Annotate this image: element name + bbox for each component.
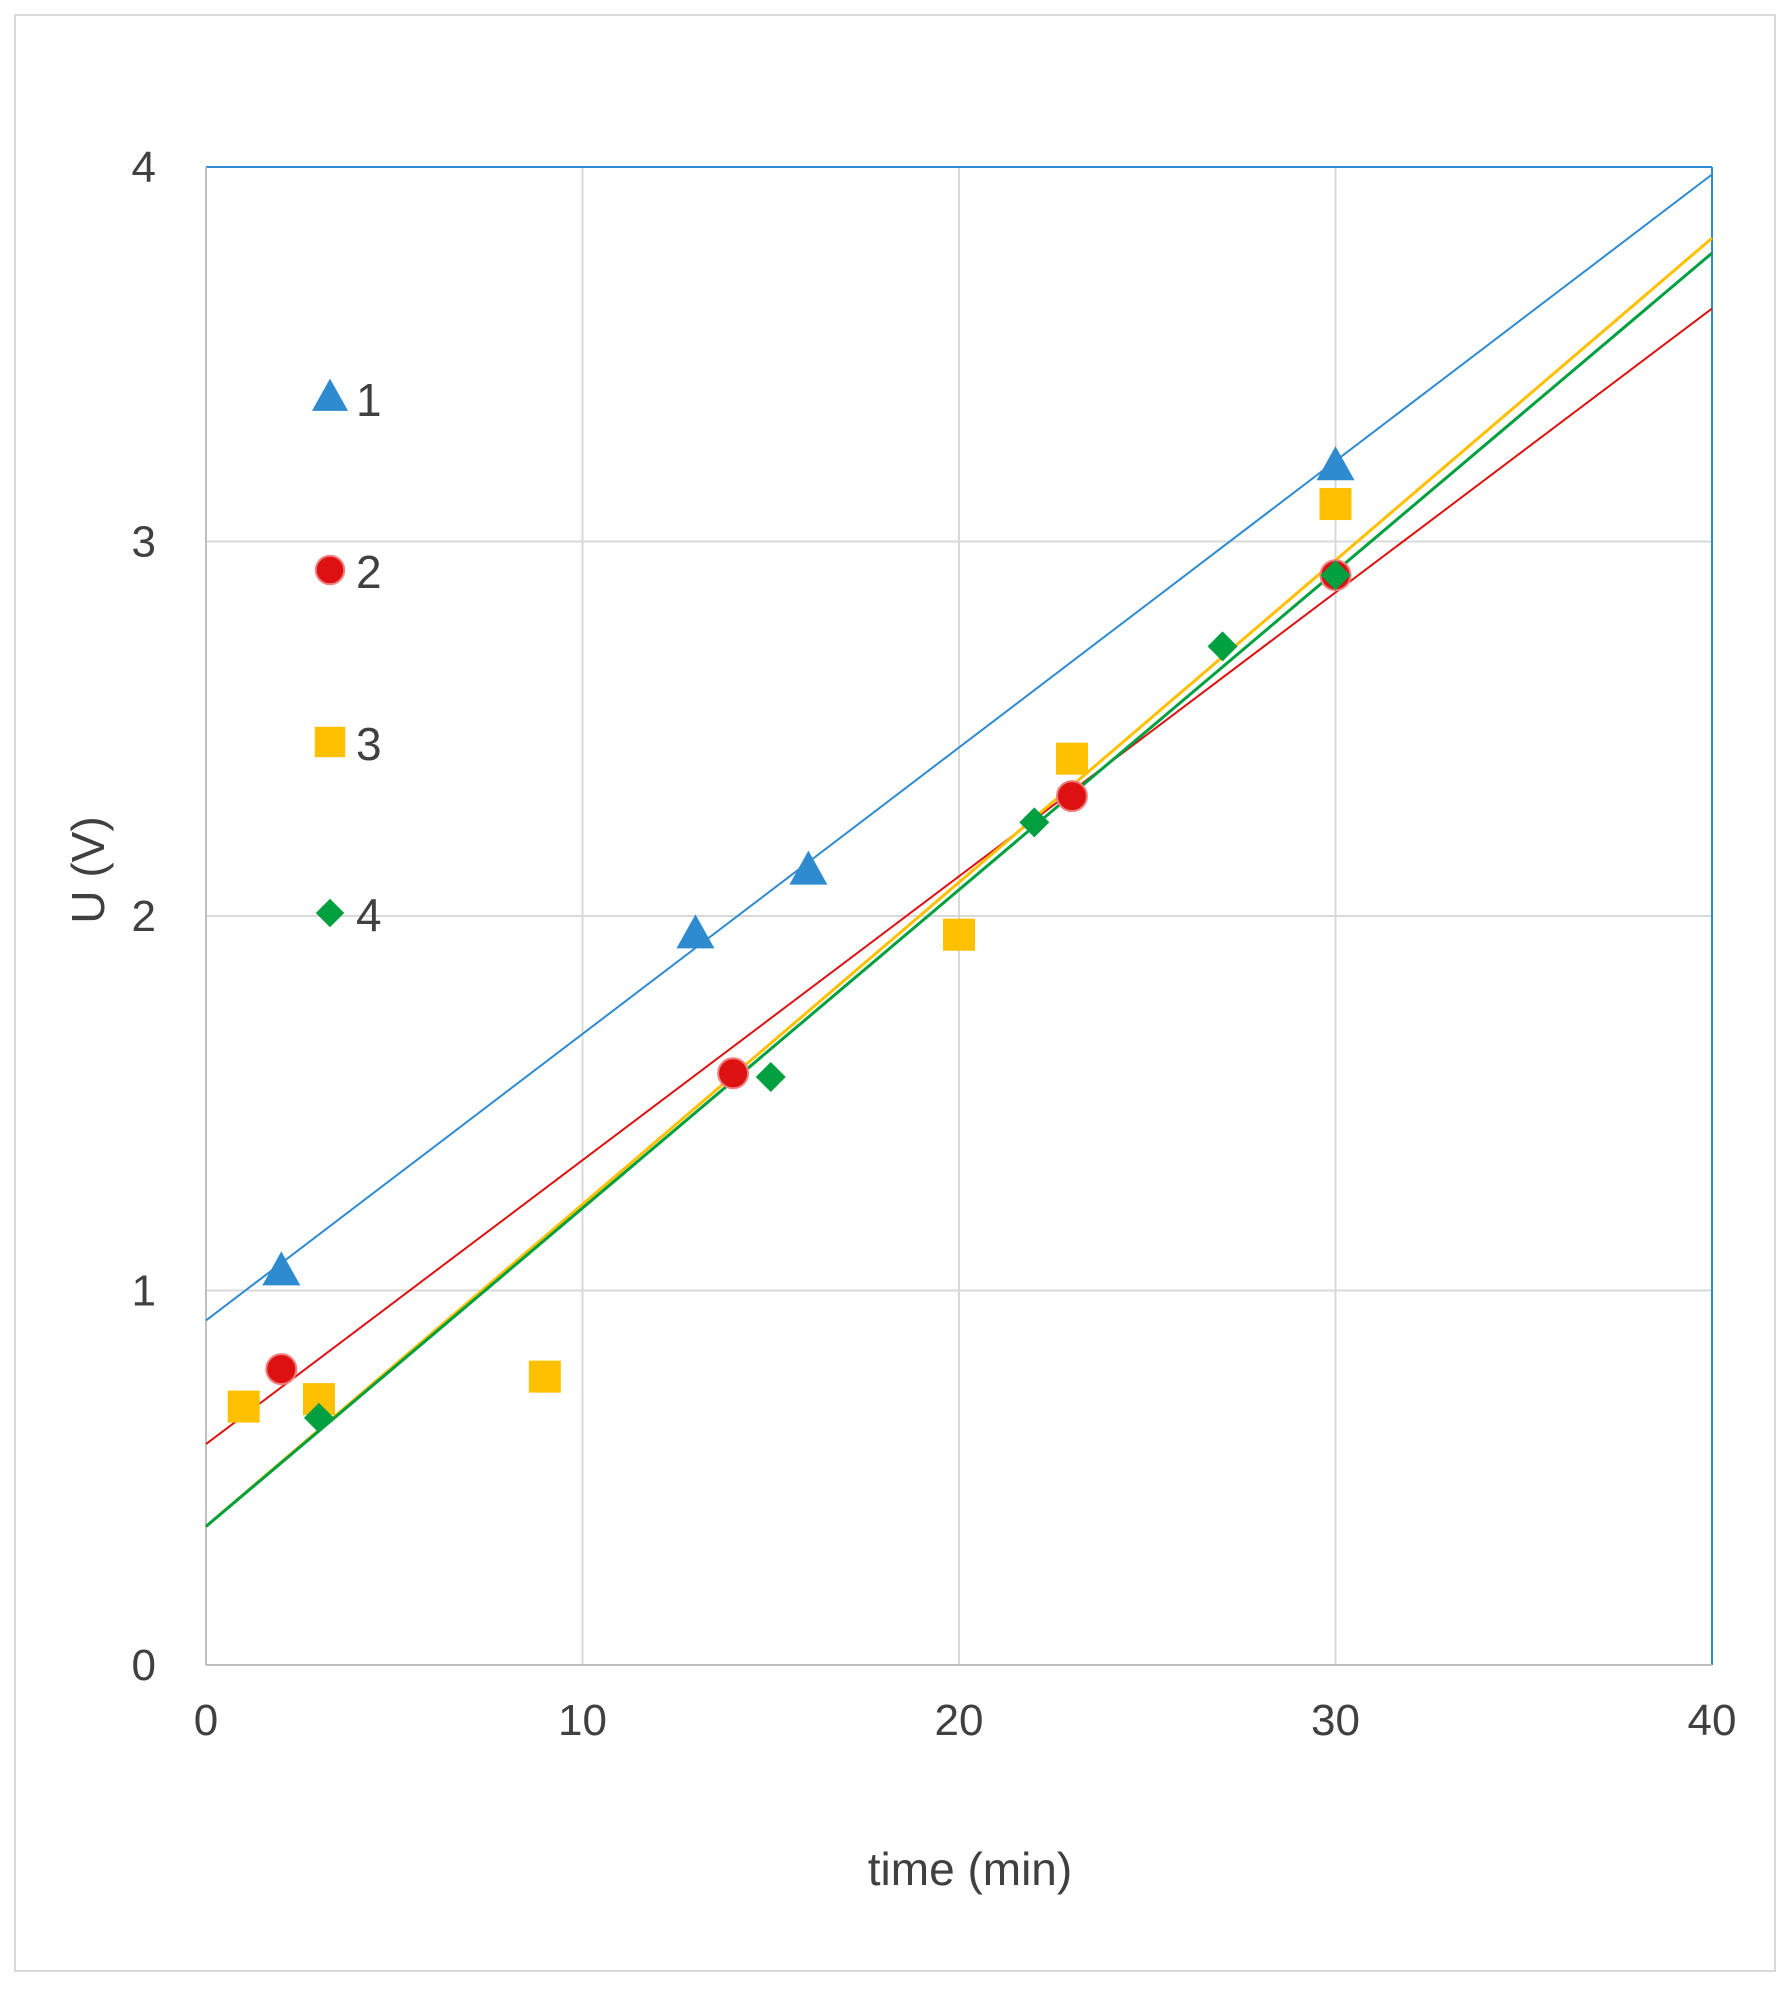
data-point-series-4 — [1207, 631, 1238, 662]
data-point-series-2 — [1055, 780, 1088, 813]
data-point-series-1 — [789, 850, 828, 885]
data-point-series-4 — [1019, 807, 1050, 838]
data-point-series-3 — [1319, 488, 1352, 521]
x-tick-label: 20 — [935, 1696, 984, 1745]
trendline-series-4 — [205, 251, 1713, 1528]
data-point-series-3 — [943, 918, 975, 951]
data-point-series-4 — [755, 1062, 786, 1093]
grid — [206, 167, 1712, 1665]
x-tick-label: 0 — [194, 1696, 218, 1745]
data-point-series-3 — [227, 1390, 260, 1423]
y-tick-label: 2 — [132, 892, 156, 941]
trendline-series-3 — [205, 237, 1713, 1528]
x-axis-label: time (min) — [868, 1843, 1072, 1895]
y-axis-label: U (V) — [62, 816, 114, 923]
legend-label-series-1: 1 — [356, 374, 382, 426]
data-points — [227, 446, 1355, 1433]
legend-label-series-4: 4 — [356, 889, 382, 941]
y-tick-label: 0 — [132, 1641, 156, 1690]
y-tick-label: 4 — [132, 143, 156, 192]
y-tick-label: 3 — [132, 518, 156, 567]
x-tick-label: 30 — [1311, 1696, 1360, 1745]
data-point-series-1 — [676, 914, 715, 949]
legend-marker-series-2 — [314, 554, 346, 586]
data-point-series-1 — [1316, 446, 1355, 481]
trendlines — [205, 173, 1713, 1528]
plot-border — [205, 166, 1713, 1666]
data-point-series-2 — [717, 1057, 750, 1090]
data-point-series-1 — [262, 1251, 301, 1286]
legend: 1 2 3 4 — [311, 374, 382, 941]
figure-frame — [14, 14, 1776, 1972]
data-point-series-4 — [1320, 560, 1351, 591]
x-tick-label: 40 — [1688, 1696, 1737, 1745]
legend-label-series-2: 2 — [356, 546, 382, 598]
y-tick-label: 1 — [132, 1267, 156, 1316]
data-point-series-3 — [528, 1360, 561, 1393]
data-point-series-4 — [303, 1402, 334, 1433]
trendline-series-2 — [205, 307, 1713, 1445]
data-point-series-3 — [1055, 742, 1088, 775]
tick-labels: 0 10 20 30 40 0 1 2 3 4 — [132, 143, 1737, 1745]
legend-marker-series-3 — [314, 726, 346, 758]
data-point-series-2 — [265, 1353, 298, 1386]
legend-marker-series-1 — [311, 378, 349, 411]
legend-marker-series-4 — [315, 898, 345, 928]
trendline-series-1 — [205, 173, 1713, 1322]
x-tick-label: 10 — [558, 1696, 607, 1745]
legend-label-series-3: 3 — [356, 718, 382, 770]
